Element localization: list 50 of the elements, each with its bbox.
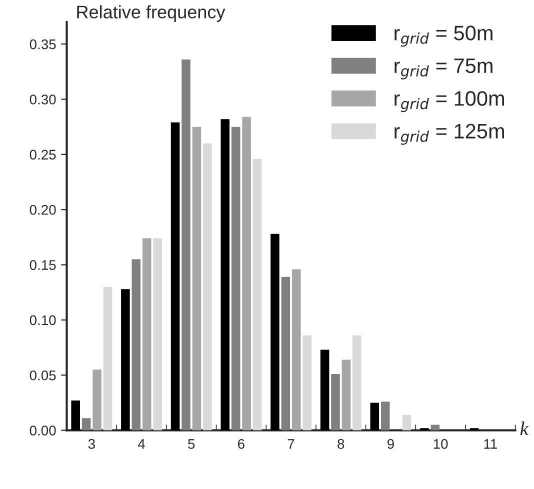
bar bbox=[121, 289, 130, 430]
bar bbox=[370, 402, 380, 430]
x-tick-label: 6 bbox=[238, 439, 244, 449]
bar bbox=[242, 116, 251, 430]
bar bbox=[220, 119, 230, 430]
bar bbox=[402, 414, 412, 430]
x-axis-title: k bbox=[520, 422, 529, 435]
bar bbox=[342, 360, 351, 430]
bar bbox=[292, 269, 301, 430]
bar bbox=[320, 350, 330, 430]
bar bbox=[153, 238, 162, 430]
y-tick-label: 0.00 bbox=[30, 426, 56, 436]
bar bbox=[82, 418, 91, 430]
y-tick-label: 0.30 bbox=[30, 94, 56, 104]
bar bbox=[142, 238, 152, 430]
bar bbox=[380, 402, 390, 430]
bar bbox=[231, 126, 240, 430]
bar bbox=[71, 400, 80, 430]
y-tick-label: 0.20 bbox=[30, 204, 56, 215]
y-tick-label: 0.35 bbox=[30, 39, 56, 50]
bar bbox=[182, 60, 190, 430]
x-tick-label: 10 bbox=[434, 439, 448, 449]
y-tick-label: 0.15 bbox=[30, 260, 56, 270]
bar bbox=[170, 122, 180, 430]
bar bbox=[352, 335, 362, 430]
legend-label: r$_{grid}$ = 100m bbox=[394, 91, 504, 112]
x-tick-label: 7 bbox=[288, 439, 294, 449]
y-axis-title: Relative frequency bbox=[77, 5, 226, 22]
x-tick-label: 9 bbox=[388, 439, 394, 449]
bar bbox=[203, 143, 212, 430]
x-tick-label: 5 bbox=[188, 439, 195, 449]
bar bbox=[252, 158, 262, 430]
x-tick-label: 3 bbox=[88, 439, 95, 449]
bar bbox=[302, 335, 312, 430]
legend-label: r$_{grid}$ = 125m bbox=[394, 124, 504, 145]
x-tick-label: 4 bbox=[138, 439, 145, 449]
bar bbox=[331, 374, 340, 430]
y-tick-label: 0.05 bbox=[30, 370, 56, 380]
bar bbox=[103, 286, 112, 430]
bar bbox=[92, 370, 102, 430]
bar bbox=[270, 234, 280, 430]
legend-label: r$_{grid}$ = 75m bbox=[394, 58, 492, 80]
legend-label: r$_{grid}$ = 50m bbox=[394, 26, 492, 47]
bar bbox=[281, 276, 290, 430]
bar bbox=[192, 126, 202, 430]
bar bbox=[132, 259, 141, 430]
x-tick-label: 11 bbox=[484, 439, 497, 449]
y-tick-label: 0.25 bbox=[30, 150, 56, 160]
x-tick-label: 8 bbox=[338, 439, 344, 449]
y-tick-label: 0.10 bbox=[30, 315, 56, 326]
